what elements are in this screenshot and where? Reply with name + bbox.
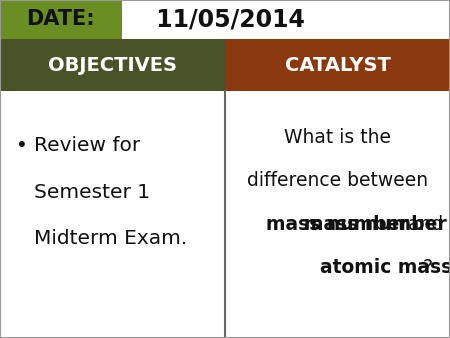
Text: Semester 1: Semester 1 — [34, 183, 150, 201]
Text: atomic mass: atomic mass — [320, 258, 450, 277]
Text: What is the: What is the — [284, 128, 391, 147]
Text: OBJECTIVES: OBJECTIVES — [48, 55, 177, 75]
Text: DATE:: DATE: — [27, 9, 95, 29]
Text: mass number: mass number — [304, 215, 446, 234]
Text: mass number​ and: mass number​ and — [252, 215, 423, 234]
Text: ?: ? — [423, 258, 433, 277]
Text: 11/05/2014: 11/05/2014 — [148, 7, 305, 31]
Text: CATALYST: CATALYST — [284, 55, 391, 75]
Text: and: and — [402, 215, 444, 234]
Text: Midterm Exam.: Midterm Exam. — [34, 230, 187, 248]
Text: Review for: Review for — [34, 136, 140, 155]
Text: difference between: difference between — [247, 171, 428, 190]
Text: •: • — [16, 136, 27, 155]
Text: mass number: mass number — [266, 215, 409, 234]
